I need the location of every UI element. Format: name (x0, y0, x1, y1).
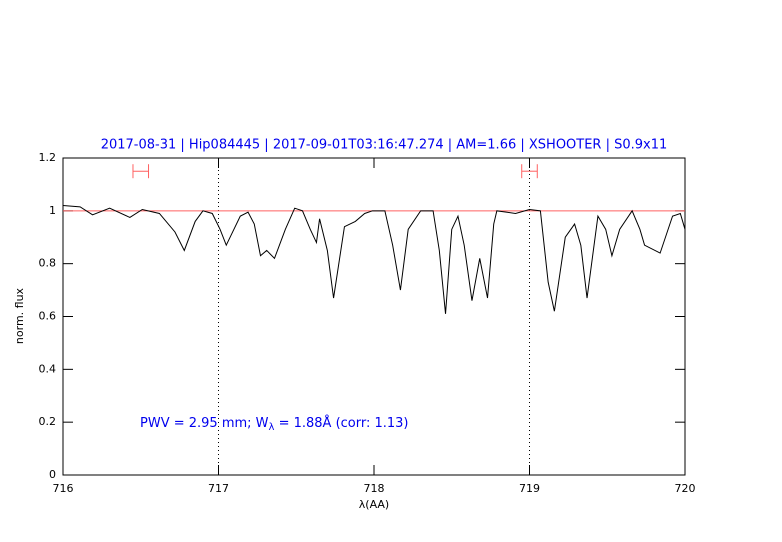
y-tick-label: 0.6 (39, 310, 57, 323)
y-tick-label: 0.2 (39, 415, 57, 428)
chart-title: 2017-08-31 | Hip084445 | 2017-09-01T03:1… (101, 138, 668, 153)
x-tick-label: 716 (53, 482, 74, 495)
x-axis-label: λ(AA) (359, 498, 389, 511)
y-tick-label: 0.4 (39, 362, 57, 375)
y-tick-label: 0 (49, 468, 56, 481)
y-tick-label: 1 (49, 204, 56, 217)
annotation-text: PWV = 2.95 mm; W (140, 416, 269, 431)
x-tick-label: 719 (519, 482, 540, 495)
y-axis-label: norm. flux (13, 287, 26, 344)
annotation-subscript: λ (269, 422, 275, 433)
annotation: PWV = 2.95 mm; Wλ = 1.88Å (corr: 1.13) (140, 415, 409, 434)
range-marker (132, 164, 150, 179)
range-marker (521, 164, 538, 179)
y-tick-label: 1.2 (39, 151, 57, 164)
spectrum-line (62, 205, 686, 314)
x-tick-label: 720 (675, 482, 696, 495)
y-tick-label: 0.8 (39, 257, 57, 270)
annotation-text: = 1.88Å (corr: 1.13) (274, 415, 408, 431)
x-tick-label: 717 (208, 482, 229, 495)
x-tick-label: 718 (364, 482, 385, 495)
